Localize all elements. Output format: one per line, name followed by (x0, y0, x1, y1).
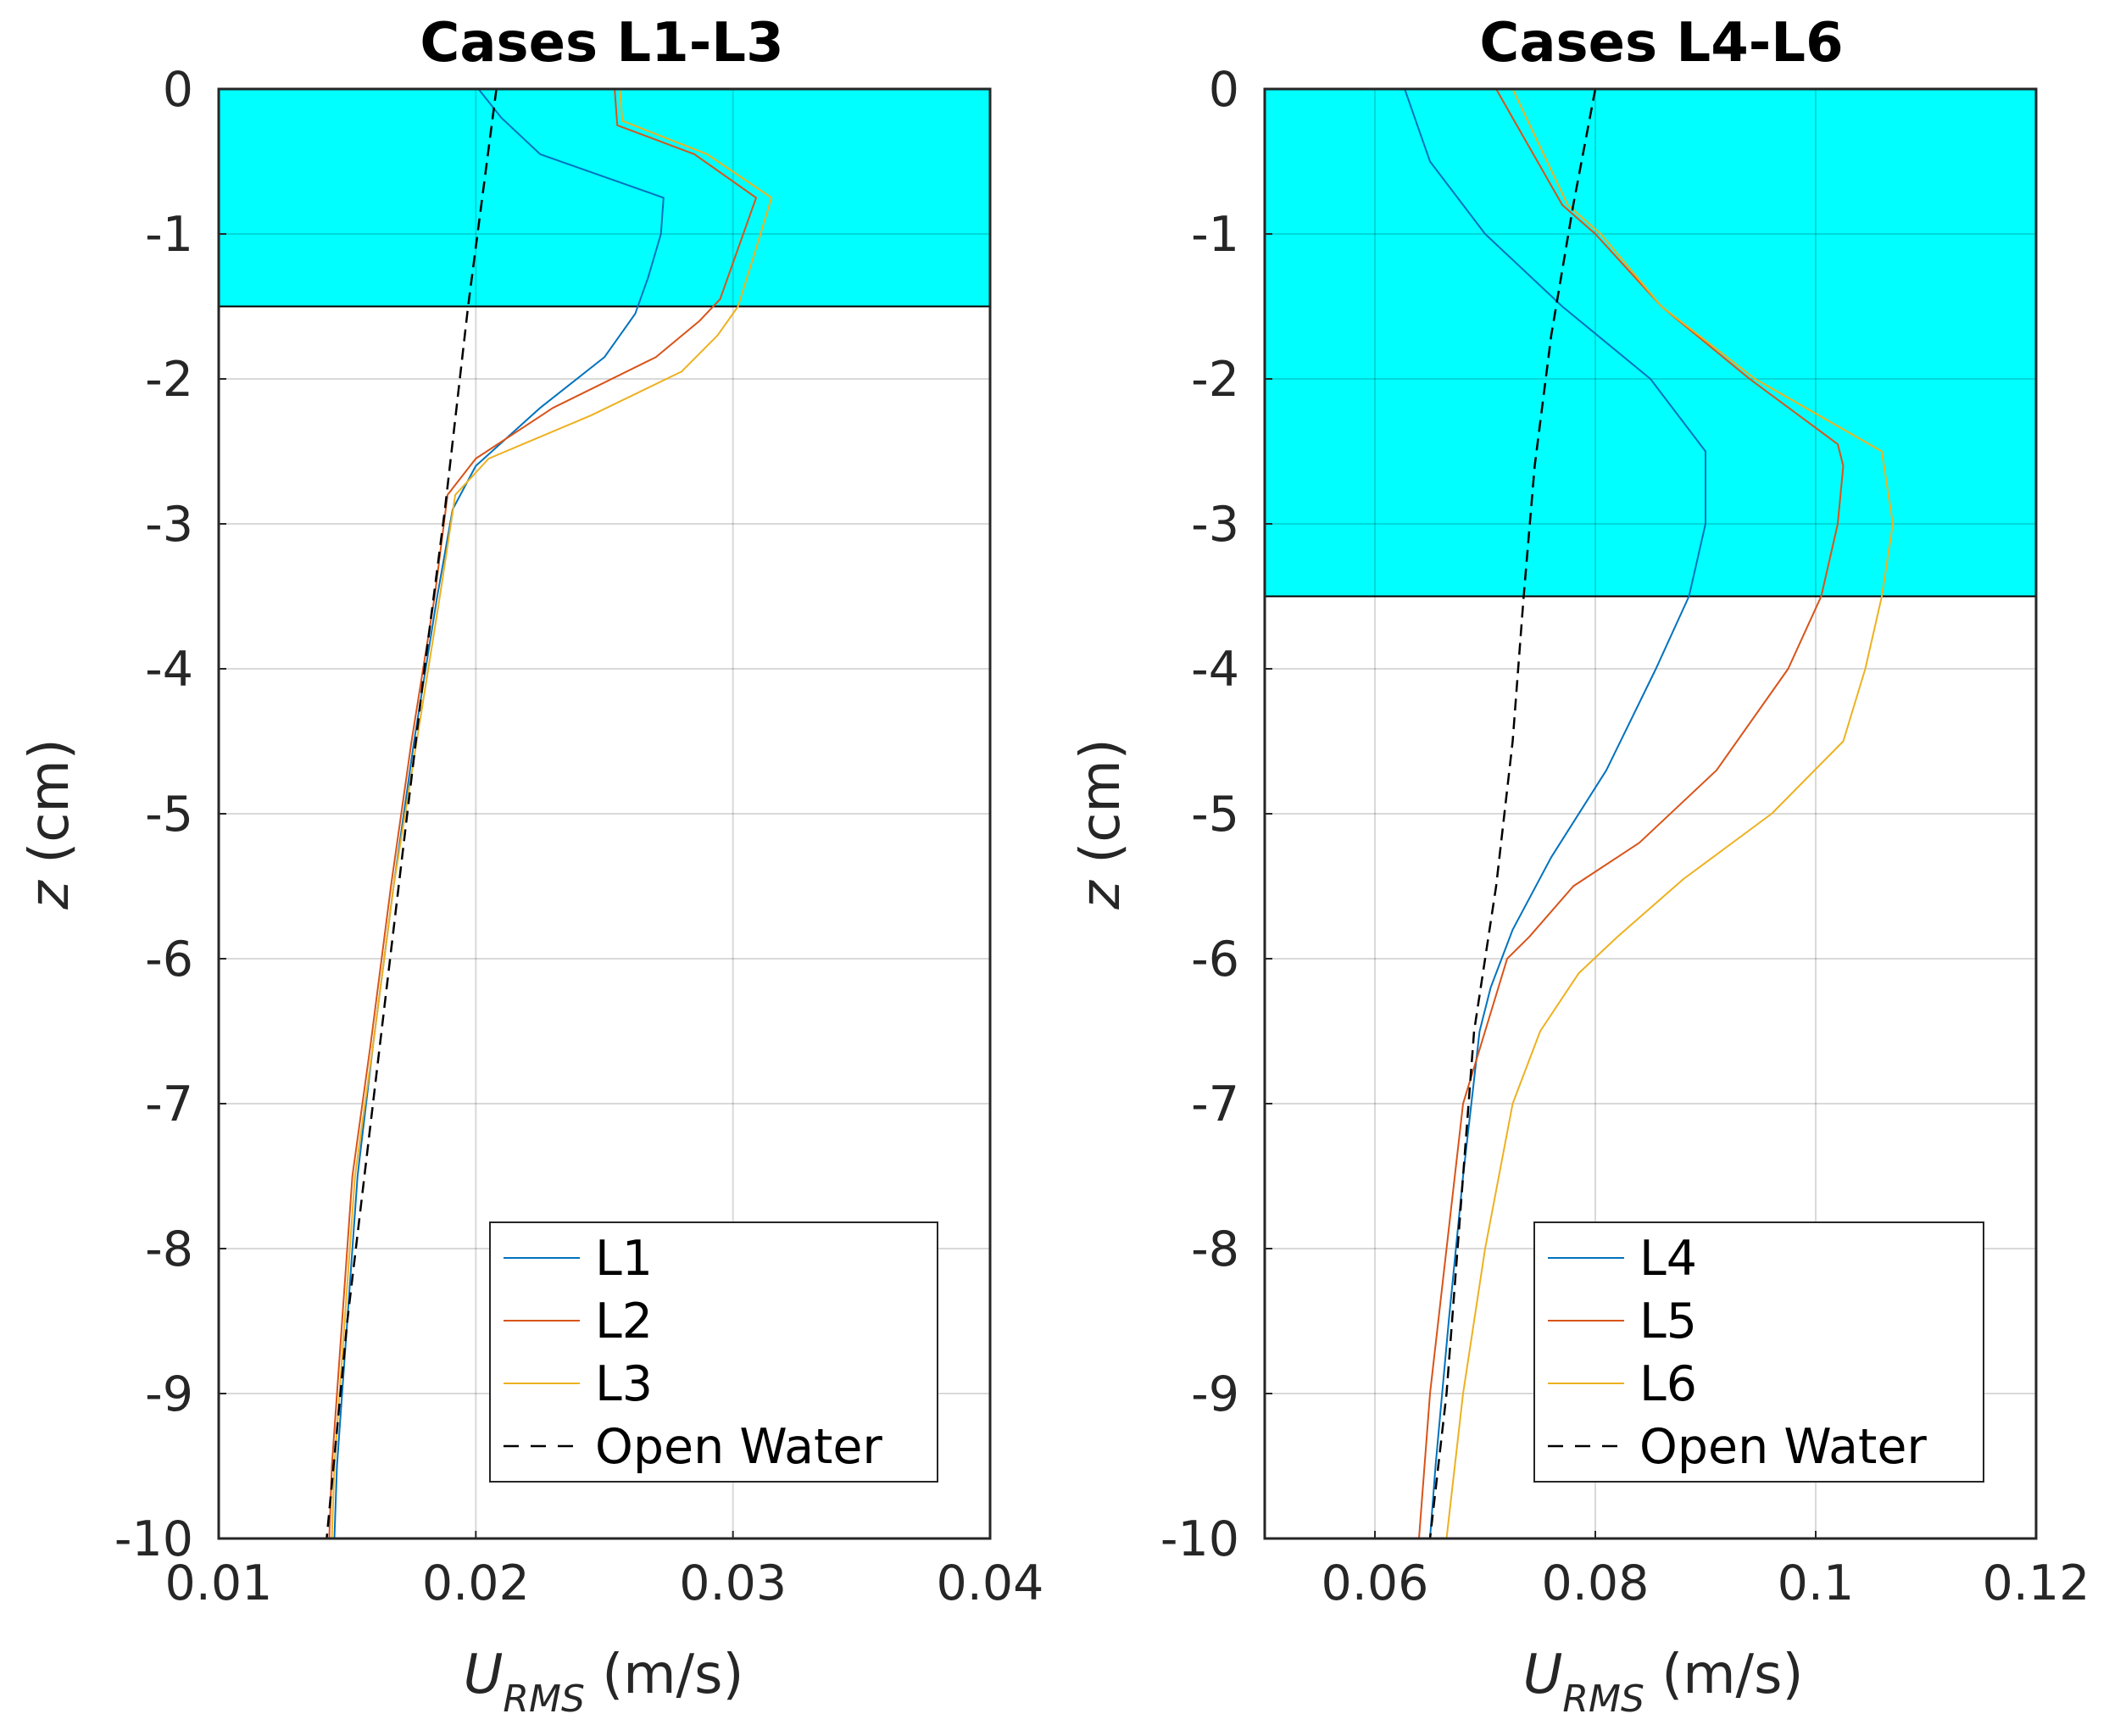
legend-label-open-water: Open Water (595, 1419, 882, 1475)
x-axis-label-main: U (464, 1644, 504, 1706)
tick-labels: 0.01 0.02 0.03 0.04 0 -1 -2 -3 -4 -5 -6 -7 -8 -9 -10 (114, 62, 1044, 1611)
legend-label-l1: L1 (595, 1231, 653, 1287)
y-axis-label: z (cm) (1070, 738, 1132, 910)
legend-label-l5: L5 (1639, 1294, 1697, 1349)
y-tick-label: -1 (145, 207, 193, 263)
y-tick-label: -1 (1191, 207, 1239, 263)
series-group (326, 88, 773, 1539)
legend: L4 L5 L6 Open Water (1533, 1221, 1984, 1483)
legend-label-l2: L2 (595, 1294, 653, 1349)
x-axis-label-sub: RMS (1562, 1678, 1644, 1721)
legend-label-open-water: Open Water (1639, 1419, 1927, 1475)
x-tick-label: 0.12 (1983, 1555, 2090, 1611)
y-tick-label: -6 (145, 932, 193, 988)
x-axis-label-unit: (m/s) (585, 1644, 744, 1706)
x-tick-label: 0.01 (165, 1555, 273, 1611)
chart-title: Cases L4-L6 (1479, 12, 1843, 75)
chart-panel-left: Cases L1-L3 URMS (m/s) z (cm) 0.01 0.02 0.… (19, 12, 1043, 1721)
series-line-open-water (1428, 88, 1597, 1539)
y-tick-label: -3 (1191, 497, 1239, 553)
legend-box (1533, 1221, 1984, 1483)
x-tick-label: 0.1 (1778, 1555, 1855, 1611)
legend-box (489, 1221, 938, 1483)
y-tick-label: -9 (145, 1366, 193, 1422)
y-tick-label: -5 (145, 787, 193, 843)
y-tick-label: -4 (145, 642, 193, 698)
legend-label-l4: L4 (1639, 1231, 1697, 1287)
x-axis-label-main: U (1523, 1644, 1563, 1706)
x-tick-label: 0.08 (1542, 1555, 1650, 1611)
legend-label-l3: L3 (595, 1356, 653, 1412)
x-axis-label: URMS (m/s) (464, 1644, 744, 1721)
series-line-l3 (331, 88, 773, 1539)
y-axis-label-main: z (1070, 880, 1132, 910)
y-tick-label: -7 (1191, 1077, 1239, 1132)
y-tick-label: 0 (1209, 62, 1239, 118)
y-tick-label: -8 (1191, 1221, 1239, 1277)
x-axis-label: URMS (m/s) (1523, 1644, 1804, 1721)
y-tick-label: -8 (145, 1221, 193, 1277)
series-line-l6 (1445, 88, 1894, 1539)
x-tick-label: 0.03 (679, 1555, 787, 1611)
x-tick-label: 0.06 (1322, 1555, 1429, 1611)
series-line-l1 (333, 88, 665, 1539)
y-tick-label: -7 (145, 1077, 193, 1132)
x-tick-label: 0.04 (937, 1555, 1044, 1611)
y-tick-label: 0 (163, 62, 193, 118)
y-tick-label: -2 (1191, 352, 1239, 408)
y-tick-label: -4 (1191, 642, 1239, 698)
tick-labels: 0.06 0.08 0.1 0.12 0 -1 -2 -3 -4 -5 -6 -7 -8 -9 -10 (1160, 62, 2090, 1611)
y-tick-label: -10 (114, 1511, 193, 1567)
y-tick-label: -5 (1191, 787, 1239, 843)
y-tick-label: -2 (145, 352, 193, 408)
y-axis-label-main: z (19, 880, 81, 910)
legend: L1 L2 L3 Open Water (489, 1221, 938, 1483)
y-axis-label-unit: (cm) (1070, 738, 1132, 881)
shaded-layer-region (1265, 89, 2036, 597)
y-tick-label: -6 (1191, 932, 1239, 988)
series-line-l2 (328, 88, 757, 1539)
x-axis-label-sub: RMS (503, 1678, 584, 1721)
series-group (1404, 88, 1894, 1539)
chart-title: Cases L1-L3 (420, 12, 783, 75)
x-axis-label-unit: (m/s) (1644, 1644, 1804, 1706)
y-tick-label: -9 (1191, 1366, 1239, 1422)
series-line-open-water (326, 88, 498, 1539)
legend-label-l6: L6 (1639, 1356, 1697, 1412)
chart-panel-right: Cases L4-L6 URMS (m/s) z (cm) 0.06 0.08 0.… (1070, 12, 2090, 1721)
y-axis-label: z (cm) (19, 738, 81, 910)
x-tick-label: 0.02 (422, 1555, 530, 1611)
y-axis-label-unit: (cm) (19, 738, 81, 881)
shaded-layer-region (219, 89, 990, 307)
y-tick-label: -3 (145, 497, 193, 553)
y-tick-label: -10 (1160, 1511, 1239, 1567)
